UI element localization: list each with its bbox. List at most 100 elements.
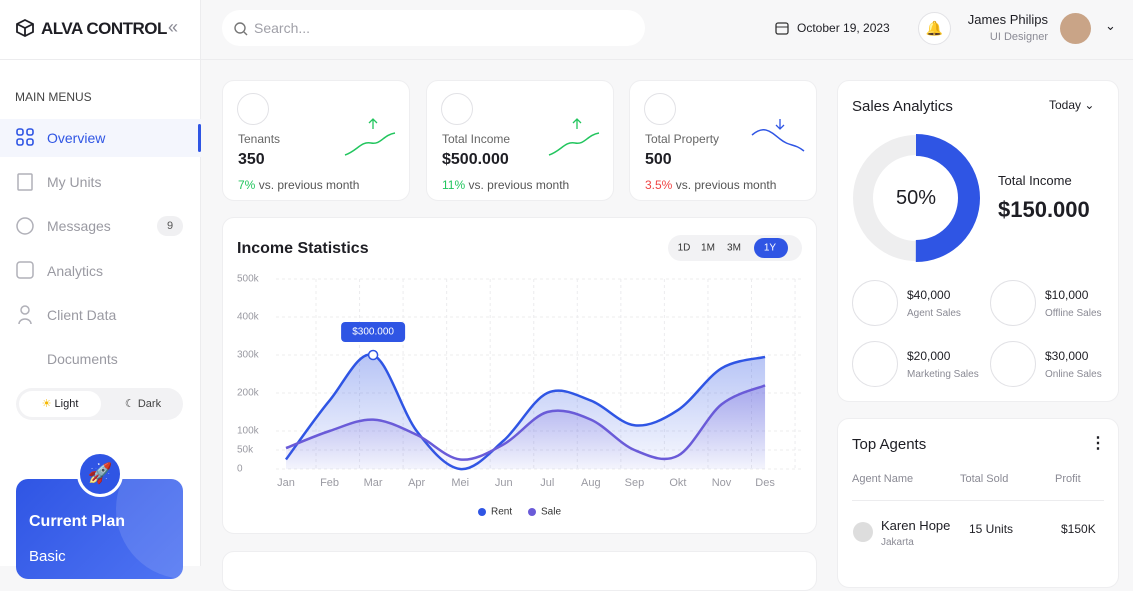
agent-city: Jakarta bbox=[881, 537, 914, 548]
agents-more[interactable]: ⋮ bbox=[1090, 435, 1106, 452]
stat-note-text: vs. previous month bbox=[675, 178, 777, 192]
stat-note-text: vs. previous month bbox=[468, 178, 570, 192]
stat-label: Total Property bbox=[645, 132, 720, 146]
menu-item[interactable]: My Units bbox=[0, 163, 201, 201]
total-value: $150.000 bbox=[998, 197, 1090, 222]
menu-item[interactable]: Overview bbox=[0, 119, 201, 157]
user-role: UI Designer bbox=[989, 31, 1048, 43]
logo-icon bbox=[16, 18, 34, 38]
menu-item[interactable]: Analytics bbox=[0, 252, 201, 290]
calendar-icon bbox=[775, 22, 789, 35]
user-menu[interactable]: ⌄ bbox=[1105, 18, 1116, 33]
stat-change: 7% bbox=[238, 178, 256, 192]
stat-note: 7% vs. previous month bbox=[238, 178, 359, 192]
stat-icon bbox=[237, 93, 269, 125]
menu-icons bbox=[16, 128, 34, 325]
column-header: Agent Name bbox=[852, 473, 914, 485]
divider bbox=[852, 500, 1104, 501]
search-icon bbox=[234, 22, 248, 36]
range-button[interactable]: 1M bbox=[701, 243, 715, 254]
x-tick-label: Jun bbox=[495, 477, 513, 489]
trend-arrow bbox=[775, 119, 785, 130]
sales-title: Sales Analytics bbox=[852, 98, 953, 115]
period-select[interactable]: Today ⌄ bbox=[1049, 98, 1095, 112]
sparkline bbox=[548, 118, 600, 156]
x-tick-label: Mei bbox=[451, 477, 469, 489]
theme-dark[interactable]: ☾ Dark bbox=[124, 398, 162, 410]
range-button[interactable]: 3M bbox=[727, 243, 741, 254]
theme-light[interactable]: ☀ Light bbox=[19, 391, 101, 417]
item-value: $10,000 bbox=[1045, 288, 1089, 302]
menu-label: Documents bbox=[47, 351, 118, 367]
x-tick-label: Mar bbox=[364, 477, 383, 489]
item-icon bbox=[852, 280, 898, 326]
item-icon bbox=[990, 280, 1036, 326]
range-button[interactable]: 1Y bbox=[764, 243, 777, 254]
item-value: $30,000 bbox=[1045, 349, 1089, 363]
tooltip-text: $300.000 bbox=[352, 327, 394, 338]
sparkline bbox=[344, 118, 396, 156]
agent-avatar bbox=[853, 522, 873, 542]
menu-label: My Units bbox=[47, 174, 102, 190]
menu-label: Messages bbox=[47, 218, 111, 234]
search-box[interactable]: Search... bbox=[222, 10, 645, 46]
x-tick-label: Apr bbox=[408, 477, 425, 489]
column-header: Total Sold bbox=[960, 473, 1009, 485]
theme-label: Light bbox=[54, 398, 79, 410]
item-value: $40,000 bbox=[907, 288, 951, 302]
range-active bbox=[754, 238, 788, 258]
plan-name: Basic bbox=[29, 548, 66, 565]
badge: 9 bbox=[157, 216, 183, 236]
menu-item[interactable]: Documents bbox=[0, 340, 201, 378]
total-label: Total Income bbox=[998, 173, 1072, 188]
agents-card: Top Agents ⋮ Agent Name Total Sold Profi… bbox=[837, 418, 1119, 588]
legend-label: Sale bbox=[541, 507, 561, 518]
menu-item[interactable]: Messages 9 bbox=[0, 207, 201, 245]
y-tick-label: 300k bbox=[237, 350, 260, 361]
collapse[interactable]: « bbox=[168, 17, 179, 37]
y-tick-label: 400k bbox=[237, 312, 260, 323]
date: October 19, 2023 bbox=[797, 21, 890, 35]
x-tick-label: Nov bbox=[712, 477, 732, 489]
agent-name: Karen Hope bbox=[881, 518, 951, 533]
divider bbox=[0, 59, 201, 60]
legend-dot bbox=[478, 508, 486, 516]
next-card bbox=[222, 551, 817, 591]
x-tick-label: Jan bbox=[277, 477, 295, 489]
line bbox=[284, 353, 766, 471]
x-tick-label: Okt bbox=[669, 477, 686, 489]
stat-note-text: vs. previous month bbox=[258, 178, 360, 192]
stat-note: 3.5% vs. previous month bbox=[645, 178, 776, 192]
sales-card: Sales Analytics Today ⌄ 50% Total Income… bbox=[837, 80, 1119, 402]
section-label: MAIN MENUS bbox=[15, 90, 92, 104]
plan-title: Current Plan bbox=[29, 513, 126, 530]
item-icon bbox=[990, 341, 1036, 387]
agent-profit: $150K bbox=[1061, 522, 1096, 536]
avatar[interactable] bbox=[1060, 13, 1091, 44]
header-divider bbox=[201, 59, 1133, 60]
menu-label: Client Data bbox=[47, 307, 117, 323]
agent-sold: 15 Units bbox=[969, 522, 1014, 536]
search-placeholder: Search... bbox=[254, 20, 311, 36]
highlight-point bbox=[367, 349, 379, 361]
item-label: Online Sales bbox=[1045, 369, 1102, 380]
trend-arrow bbox=[368, 118, 378, 129]
theme-label: Dark bbox=[137, 398, 162, 410]
income-chart: Income Statistics 1D 1M 3M 1Y 0 50k 100k 200k 300… bbox=[237, 235, 802, 518]
menu-item[interactable]: Client Data bbox=[0, 296, 201, 334]
period: Today bbox=[1049, 98, 1082, 112]
notifications[interactable]: 🔔 bbox=[918, 12, 951, 45]
chart-title: Income Statistics bbox=[237, 240, 369, 257]
column-header: Profit bbox=[1055, 473, 1081, 485]
stat-card: Total Property 500 3.5% vs. previous month bbox=[629, 80, 817, 201]
stat-label: Tenants bbox=[238, 132, 281, 146]
donut bbox=[852, 134, 980, 262]
legend-label: Rent bbox=[491, 507, 512, 518]
item-label: Offline Sales bbox=[1045, 308, 1102, 319]
active-bar bbox=[198, 124, 201, 152]
stat-card: Total Income $500.000 11% vs. previous mon… bbox=[426, 80, 614, 201]
stat-value: 350 bbox=[238, 151, 265, 168]
range-button[interactable]: 1D bbox=[678, 243, 691, 254]
stat-card: Tenants 350 7% vs. previous month bbox=[222, 80, 410, 201]
